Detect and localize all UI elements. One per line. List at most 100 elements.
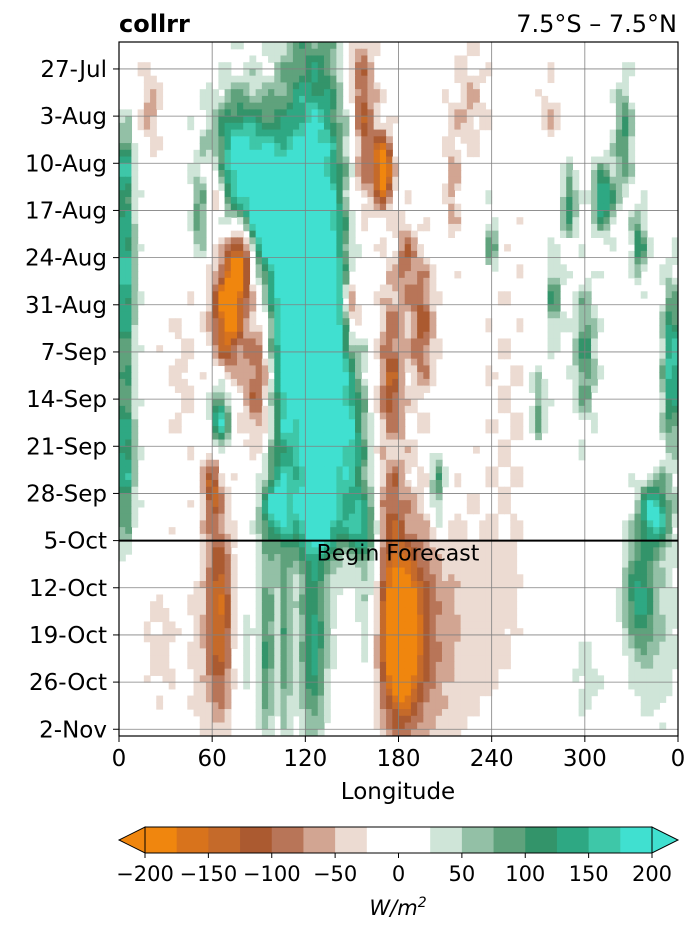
contour-cell [367, 190, 375, 198]
contour-cell [441, 587, 449, 596]
contour-cell [516, 466, 524, 474]
contour-cell [379, 432, 387, 441]
contour-cell [367, 453, 375, 461]
contour-cell [547, 324, 555, 333]
contour-cell [460, 661, 468, 670]
contour-cell [286, 648, 294, 656]
contour-cell [342, 116, 350, 124]
contour-cell [305, 345, 313, 353]
contour-cell [299, 82, 306, 90]
contour-cell [205, 661, 213, 670]
contour-cell [336, 75, 344, 84]
contour-cell [292, 109, 300, 117]
contour-cell [659, 601, 667, 609]
contour-cell [268, 264, 275, 272]
contour-cell [193, 655, 201, 663]
contour-cell [212, 419, 219, 427]
contour-cell [187, 661, 195, 670]
contour-cell [417, 473, 424, 481]
x-tick-label: 300 [563, 746, 607, 772]
contour-cell [404, 257, 412, 265]
contour-cell [373, 688, 381, 697]
contour-cell [348, 284, 356, 292]
contour-cell [410, 648, 418, 656]
contour-cell [119, 203, 126, 212]
contour-cell [404, 486, 412, 495]
contour-cell [243, 655, 251, 663]
contour-cell [205, 648, 213, 656]
contour-cell [336, 250, 344, 259]
contour-cell [379, 324, 387, 333]
contour-cell [193, 170, 201, 178]
contour-cell [193, 581, 201, 589]
contour-cell [473, 136, 480, 144]
contour-cell [261, 170, 269, 178]
contour-cell [671, 311, 678, 319]
contour-cell [286, 170, 294, 178]
contour-cell [622, 560, 629, 569]
contour-cell [572, 675, 580, 683]
contour-cell [255, 506, 263, 515]
contour-cell [280, 102, 288, 110]
contour-cell [317, 540, 325, 548]
contour-cell [292, 230, 300, 238]
contour-cell [311, 183, 319, 191]
contour-cell [323, 257, 331, 265]
y-tick-label: 10-Aug [25, 151, 107, 177]
y-tick-label: 26-Oct [29, 670, 107, 696]
contour-cell [255, 574, 263, 582]
contour-cell [659, 365, 667, 373]
contour-cell [268, 419, 275, 427]
contour-cell [280, 513, 288, 521]
contour-cell [317, 237, 325, 245]
contour-cell [386, 661, 393, 670]
contour-cell [441, 648, 449, 656]
contour-cell [379, 479, 387, 488]
contour-cell [454, 527, 462, 535]
contour-cell [243, 183, 251, 191]
contour-cell [653, 506, 660, 515]
contour-cell [373, 695, 381, 703]
contour-cell [348, 385, 356, 393]
contour-cell [162, 607, 170, 616]
contour-cell [261, 264, 269, 272]
contour-cell [243, 244, 251, 252]
contour-cell [379, 587, 387, 596]
contour-cell [336, 170, 344, 178]
contour-cell [323, 264, 331, 272]
contour-cell [292, 702, 300, 710]
contour-cell [286, 210, 294, 218]
contour-cell [423, 581, 431, 589]
contour-cell [212, 621, 219, 629]
contour-cell [665, 601, 673, 609]
contour-cell [622, 170, 629, 178]
contour-cell [218, 318, 226, 326]
contour-cell [317, 419, 325, 427]
contour-cell [404, 661, 412, 670]
contour-cell [584, 378, 592, 387]
contour-cell [249, 351, 257, 360]
contour-cell [653, 466, 660, 474]
contour-cell [367, 540, 375, 548]
contour-cell [665, 264, 673, 272]
contour-cell [640, 688, 648, 697]
contour-cell [199, 621, 207, 629]
contour-cell [323, 527, 331, 535]
contour-cell [355, 527, 362, 535]
contour-cell [317, 533, 325, 542]
contour-cell [286, 399, 294, 407]
contour-cell [615, 594, 623, 602]
contour-cell [441, 89, 449, 97]
contour-cell [615, 89, 623, 97]
contour-cell [286, 42, 294, 50]
contour-cell [255, 661, 263, 670]
contour-cell [243, 634, 251, 643]
contour-cell [342, 520, 350, 528]
contour-cell [125, 109, 133, 117]
contour-cell [261, 183, 269, 191]
contour-cell [441, 95, 449, 104]
contour-cell [224, 560, 232, 569]
contour-cell [417, 527, 424, 535]
contour-cell [379, 446, 387, 454]
contour-cell [497, 392, 505, 400]
